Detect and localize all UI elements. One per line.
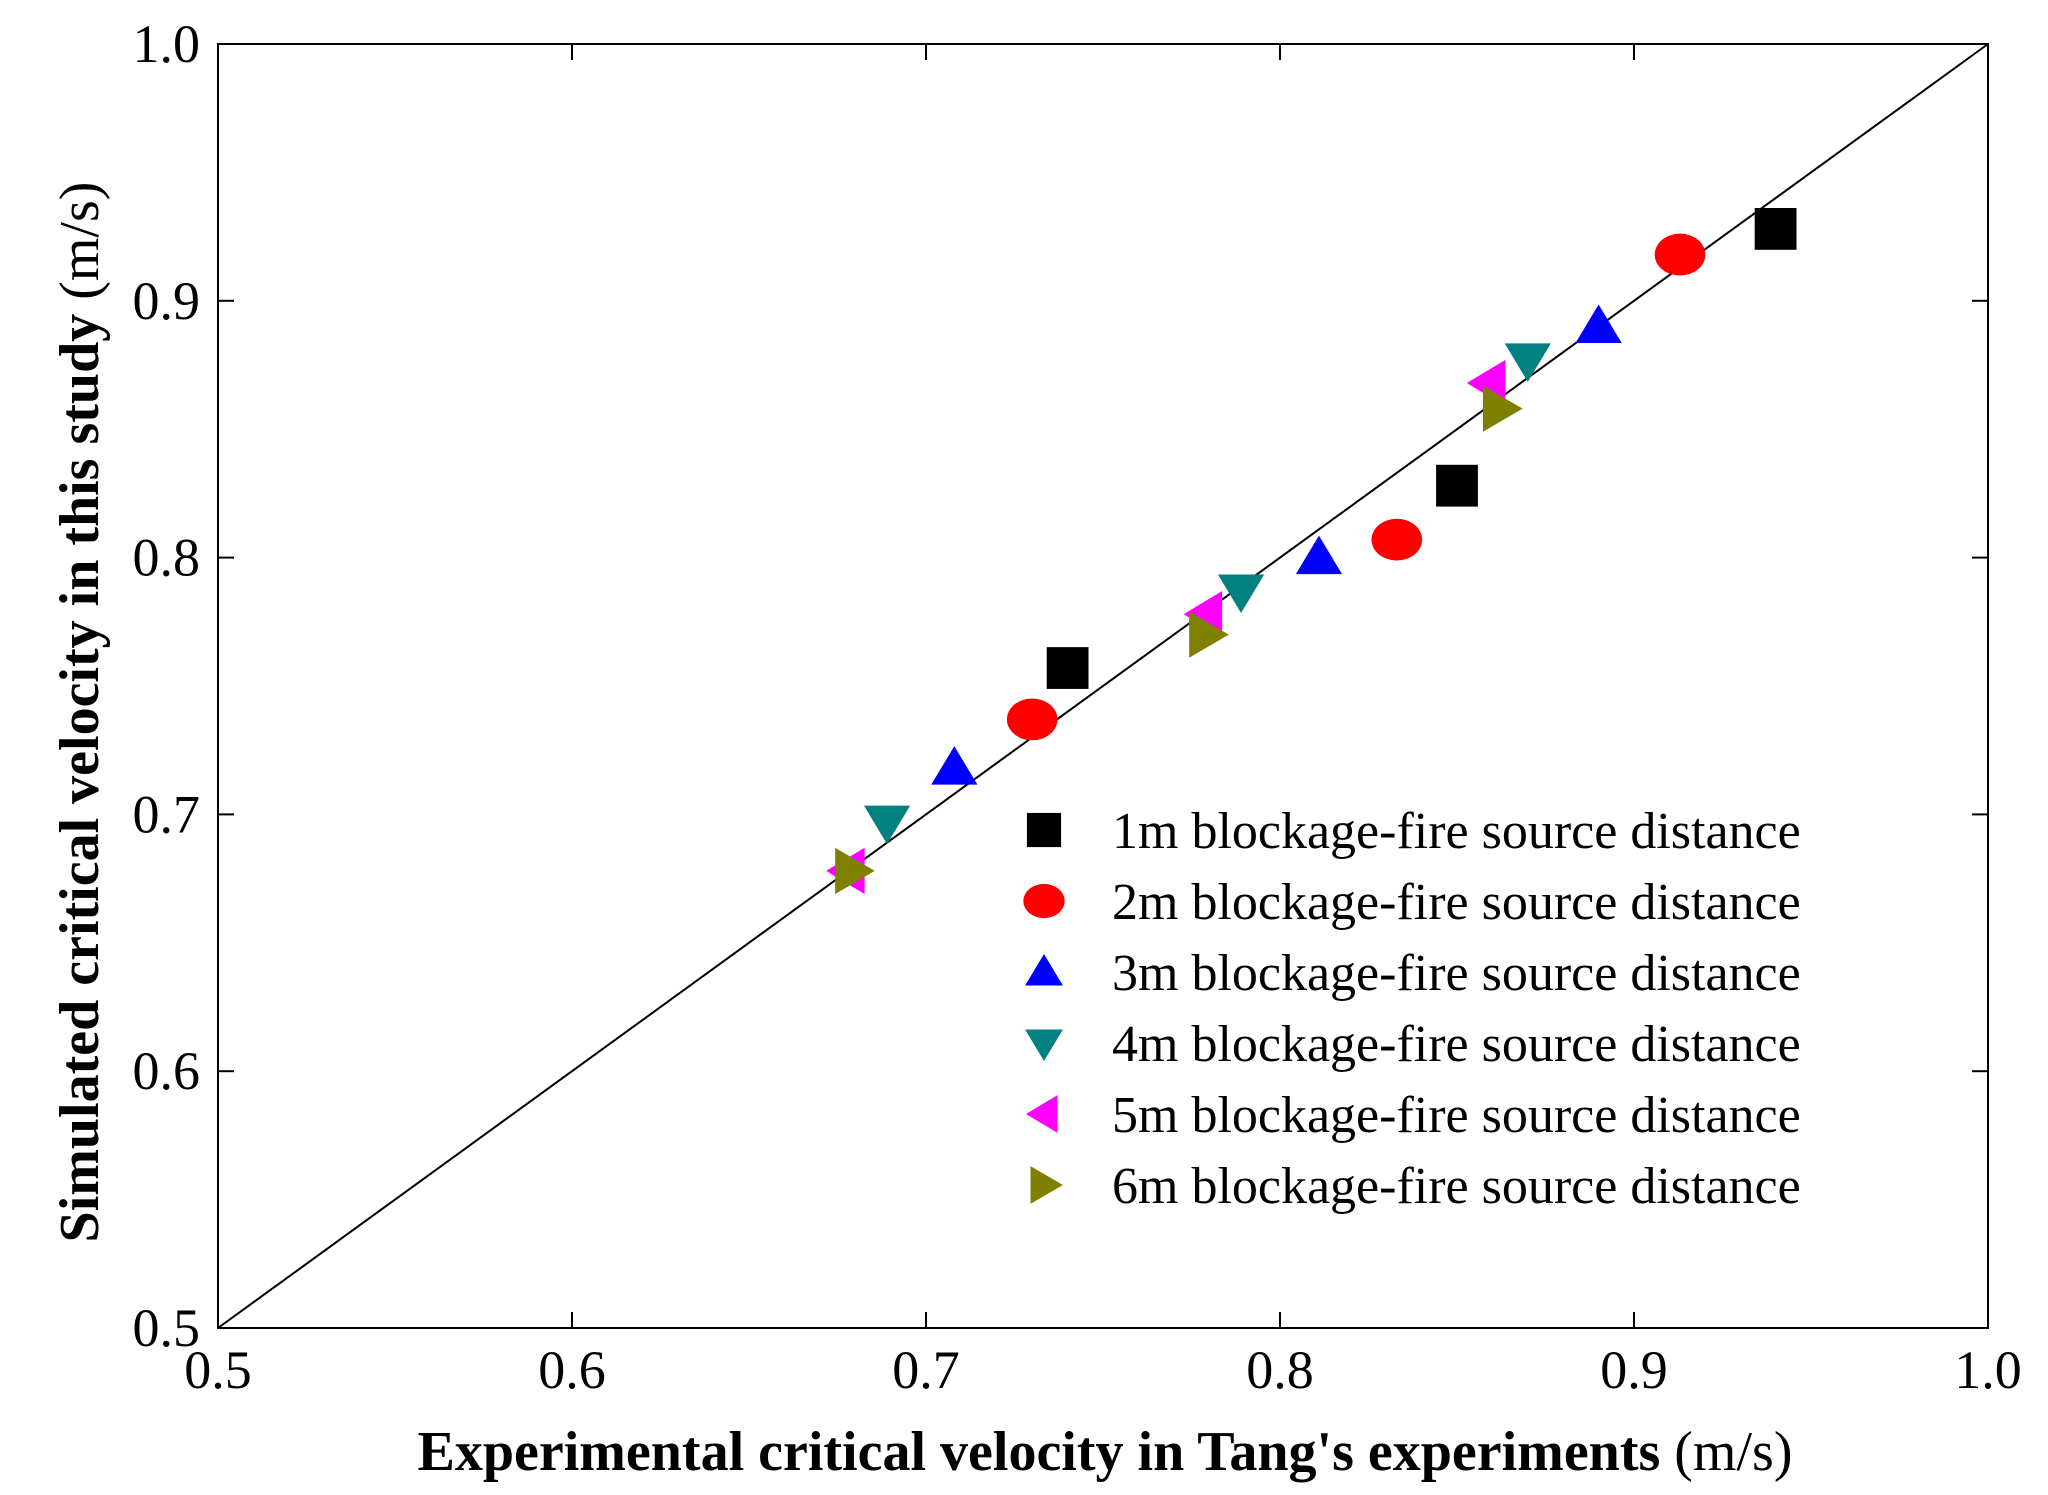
x-tick-label: 0.9 [1600,1340,1668,1400]
data-point [1006,698,1058,741]
data-point [1754,207,1797,250]
x-axis-title: Experimental critical velocity in Tang's… [418,1421,1793,1483]
plot-frame [217,43,1989,1329]
legend-marker [1026,1095,1058,1133]
legend-marker [1030,1166,1063,1204]
legend-label: 4m blockage-fire source distance [1112,1016,1801,1073]
legend-entry: 4m blockage-fire source distance [1025,1016,1801,1073]
x-axis-title-main: Experimental critical velocity in Tang's… [418,1421,1661,1483]
x-tick-label: 1.0 [1954,1340,2022,1400]
legend-label: 6m blockage-fire source distance [1112,1158,1801,1215]
data-point [835,847,875,894]
legend-marker [1026,812,1062,848]
series-3 [931,304,1622,785]
legend: 1m blockage-fire source distance 2m block… [1023,803,1801,1215]
data-point [1371,518,1423,561]
legend-entry: 3m blockage-fire source distance [1025,945,1801,1002]
series-6 [835,385,1523,894]
legend-entry: 5m blockage-fire source distance [1026,1087,1801,1144]
series-1 [1046,207,1797,689]
series-2 [1006,233,1706,741]
x-tick-label: 0.6 [538,1340,606,1400]
x-tick-label: 0.5 [184,1340,252,1400]
x-tick-label: 0.7 [892,1340,960,1400]
y-tick-label: 0.8 [133,528,201,588]
y-tick-label: 0.6 [133,1041,201,1101]
data-point [931,746,978,785]
data-point [1295,535,1343,575]
y-tick-label: 1.0 [133,14,201,74]
data-point [1046,647,1089,689]
legend-label: 1m blockage-fire source distance [1112,803,1801,860]
data-point [1482,385,1523,432]
legend-entry: 1m blockage-fire source distance [1026,803,1801,860]
data-point [1217,574,1265,613]
legend-label: 2m blockage-fire source distance [1112,874,1801,931]
axes-layer: 0.5 0.6 0.7 0.8 0.9 1.0 0.5 0.6 0.7 0.8 0.9 1.0 [133,14,2022,1400]
data-points-layer [826,207,1797,894]
data-point [1436,464,1478,507]
legend-entry: 2m blockage-fire source distance [1023,874,1801,931]
axis-titles: Experimental critical velocity in Tang's… [49,182,1792,1483]
data-point [1189,611,1229,658]
y-axis-title-main: Simulated critical velocity in this stud… [49,314,111,1243]
legend-label: 5m blockage-fire source distance [1112,1087,1801,1144]
legend-marker [1023,883,1065,919]
legend-label: 3m blockage-fire source distance [1112,945,1801,1002]
x-tick-label: 0.8 [1246,1340,1314,1400]
legend-marker [1025,954,1063,986]
data-point [863,805,911,845]
series-4 [863,343,1551,845]
y-tick-label: 0.5 [133,1298,201,1358]
y-tick-label: 0.9 [133,271,201,331]
y-tick-label: 0.7 [133,784,201,844]
y-axis-title-unit: (m/s) [49,182,111,314]
x-axis-title-unit: (m/s) [1660,1421,1792,1483]
data-point [1575,304,1622,343]
y-axis-title: Simulated critical velocity in this stud… [49,182,111,1243]
data-point [1504,343,1551,382]
legend-marker [1025,1029,1063,1061]
data-point [1654,233,1706,276]
legend-entry: 6m blockage-fire source distance [1030,1158,1801,1215]
